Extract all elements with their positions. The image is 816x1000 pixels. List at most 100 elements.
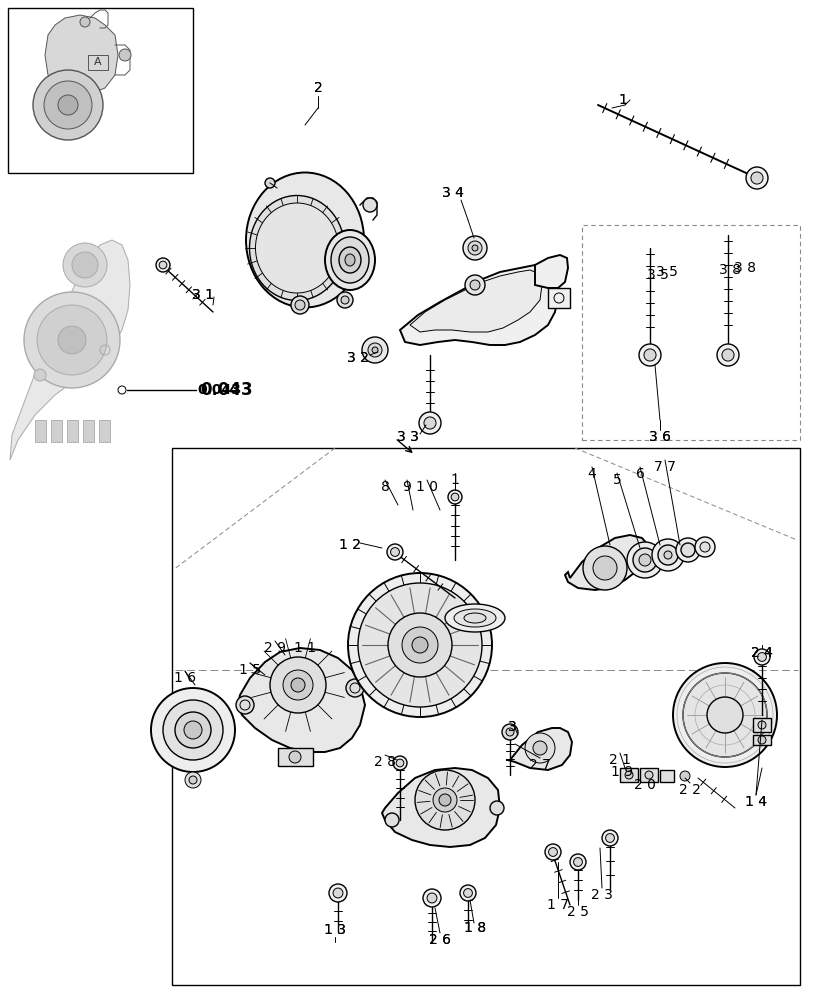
Circle shape — [415, 770, 475, 830]
Text: 9: 9 — [402, 480, 411, 494]
Text: 2 7: 2 7 — [529, 758, 551, 772]
Text: 1 3: 1 3 — [324, 923, 346, 937]
Circle shape — [570, 854, 586, 870]
Polygon shape — [238, 648, 365, 752]
Circle shape — [58, 95, 78, 115]
Circle shape — [717, 344, 739, 366]
Text: 3 2: 3 2 — [347, 351, 369, 365]
Polygon shape — [382, 768, 500, 847]
Circle shape — [385, 813, 399, 827]
Circle shape — [363, 198, 377, 212]
Circle shape — [423, 889, 441, 907]
Circle shape — [175, 712, 211, 748]
Text: 2 8: 2 8 — [374, 755, 396, 769]
Circle shape — [463, 889, 472, 897]
Polygon shape — [45, 15, 118, 95]
Ellipse shape — [255, 203, 339, 293]
Circle shape — [490, 801, 504, 815]
Ellipse shape — [246, 172, 364, 308]
Circle shape — [368, 343, 382, 357]
Circle shape — [645, 771, 653, 779]
Circle shape — [189, 776, 197, 784]
Bar — [67, 420, 78, 442]
Circle shape — [433, 788, 457, 812]
Circle shape — [337, 292, 353, 308]
Circle shape — [44, 81, 92, 129]
Text: 3 5: 3 5 — [647, 268, 669, 282]
Text: 8: 8 — [380, 480, 389, 494]
Circle shape — [664, 551, 672, 559]
Text: 2 0: 2 0 — [634, 778, 656, 792]
Circle shape — [583, 546, 627, 590]
Text: 3 5: 3 5 — [656, 265, 678, 279]
Text: 1 1: 1 1 — [294, 641, 316, 655]
Text: 2 3: 2 3 — [591, 888, 613, 902]
Text: 2 9: 2 9 — [264, 641, 286, 655]
Circle shape — [625, 771, 633, 779]
Text: 1 8: 1 8 — [464, 921, 486, 935]
Text: 3 2: 3 2 — [347, 351, 369, 365]
Circle shape — [757, 653, 766, 661]
Text: 2 2: 2 2 — [679, 783, 701, 797]
Circle shape — [391, 548, 399, 556]
Circle shape — [746, 167, 768, 189]
Circle shape — [119, 49, 131, 61]
Circle shape — [472, 245, 478, 251]
Circle shape — [695, 537, 715, 557]
Circle shape — [80, 17, 90, 27]
Bar — [88, 55, 108, 70]
Circle shape — [33, 70, 103, 140]
Circle shape — [37, 305, 107, 375]
Text: 3 4: 3 4 — [442, 186, 464, 200]
Circle shape — [448, 490, 462, 504]
Circle shape — [412, 637, 428, 653]
Text: 2 5: 2 5 — [567, 905, 589, 919]
Circle shape — [372, 347, 378, 353]
Circle shape — [605, 834, 614, 842]
Circle shape — [751, 172, 763, 184]
Circle shape — [159, 261, 166, 269]
Circle shape — [156, 258, 170, 272]
Text: 2 4: 2 4 — [751, 646, 773, 660]
Text: 1: 1 — [450, 473, 459, 487]
Circle shape — [118, 386, 126, 394]
Text: 2 6: 2 6 — [429, 933, 451, 947]
Text: 5: 5 — [613, 473, 621, 487]
Ellipse shape — [325, 230, 375, 290]
Circle shape — [427, 893, 437, 903]
Circle shape — [163, 700, 223, 760]
Circle shape — [424, 417, 436, 429]
Bar — [620, 768, 638, 782]
Bar — [99, 420, 110, 442]
Bar — [278, 748, 313, 766]
Text: 1 4: 1 4 — [745, 795, 767, 809]
Text: 0.043: 0.043 — [200, 381, 253, 399]
Ellipse shape — [345, 254, 355, 266]
Circle shape — [358, 583, 482, 707]
Circle shape — [658, 545, 678, 565]
Circle shape — [639, 344, 661, 366]
Ellipse shape — [445, 604, 505, 632]
Polygon shape — [535, 255, 568, 288]
Circle shape — [673, 663, 777, 767]
Circle shape — [525, 733, 555, 763]
Text: 1: 1 — [619, 93, 628, 107]
Text: 1 6: 1 6 — [174, 671, 196, 685]
Circle shape — [593, 556, 617, 580]
Ellipse shape — [339, 247, 361, 273]
Circle shape — [341, 296, 349, 304]
Circle shape — [236, 696, 254, 714]
Text: 2 6: 2 6 — [429, 933, 451, 947]
Circle shape — [439, 794, 451, 806]
Bar — [8, 8, 193, 173]
Ellipse shape — [250, 196, 344, 300]
Circle shape — [758, 721, 766, 729]
Polygon shape — [410, 270, 542, 332]
Circle shape — [402, 627, 438, 663]
Circle shape — [639, 554, 651, 566]
Bar — [660, 770, 674, 782]
Text: 3 1: 3 1 — [192, 288, 214, 302]
Circle shape — [270, 657, 326, 713]
Circle shape — [289, 751, 301, 763]
Circle shape — [291, 678, 305, 692]
